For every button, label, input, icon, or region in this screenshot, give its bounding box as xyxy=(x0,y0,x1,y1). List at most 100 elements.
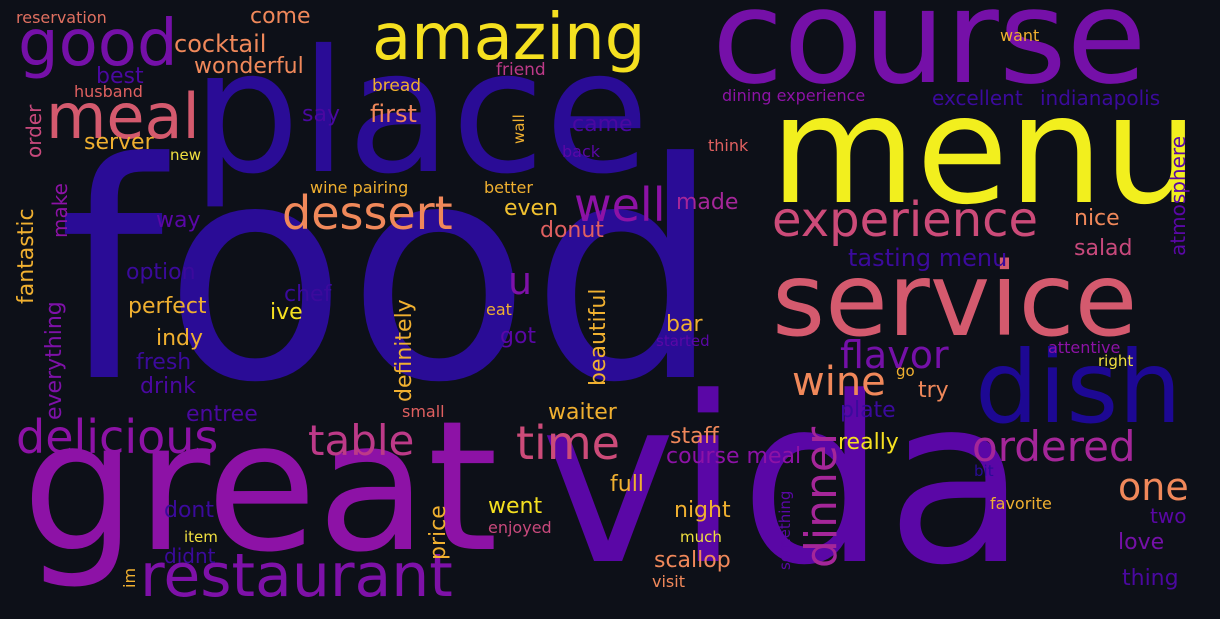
word-well: well xyxy=(574,178,666,232)
word-perfect: perfect xyxy=(128,294,207,319)
word-chef: chef xyxy=(284,282,332,307)
word-waiter: waiter xyxy=(548,400,617,425)
word-im: im xyxy=(120,567,139,588)
word-one: one xyxy=(1118,465,1189,509)
word-meal: meal xyxy=(46,80,200,153)
word-table: table xyxy=(308,416,415,465)
word-wall: wall xyxy=(510,114,528,144)
word-server: server xyxy=(84,130,154,155)
word-ordered: ordered xyxy=(972,422,1136,471)
word-make: make xyxy=(48,183,72,238)
word-salad: salad xyxy=(1074,236,1133,261)
word-nice: nice xyxy=(1074,206,1120,231)
word-better: better xyxy=(484,178,533,197)
word-entree: entree xyxy=(186,402,258,427)
word-come: come xyxy=(250,4,311,29)
word-night: night xyxy=(674,498,731,523)
word-way: way xyxy=(156,208,201,233)
word-two: two xyxy=(1150,504,1187,528)
word-definitely: definitely xyxy=(392,299,417,402)
word-best: best xyxy=(96,64,144,89)
word-food: food xyxy=(58,99,722,448)
word-item: item xyxy=(184,528,218,546)
word-something: something xyxy=(776,490,794,570)
word-want: want xyxy=(1000,26,1040,45)
word-great: great xyxy=(22,383,498,592)
word-order: order xyxy=(22,104,46,158)
word-went: went xyxy=(488,494,543,519)
word-wonderful: wonderful xyxy=(194,54,304,79)
word-bread: bread xyxy=(372,76,422,96)
word-ive: ive xyxy=(270,300,303,325)
word-option: option xyxy=(126,260,196,285)
word-say: say xyxy=(302,102,340,127)
word-back: back xyxy=(562,142,601,161)
word-u: u xyxy=(508,259,533,303)
word-scallop: scallop xyxy=(654,548,731,573)
word-even: even xyxy=(504,196,559,221)
word-dont: dont xyxy=(164,498,214,523)
word-small: small xyxy=(402,402,445,421)
word-beautiful: beautiful xyxy=(586,288,611,386)
word-indianapolis: indianapolis xyxy=(1040,86,1161,110)
word-amazing: amazing xyxy=(372,1,646,75)
word-attentive: attentive xyxy=(1048,338,1121,357)
word-delicious: delicious xyxy=(16,410,219,464)
word-right: right xyxy=(1098,352,1134,370)
word-fantastic: fantastic xyxy=(14,208,39,304)
word-visit: visit xyxy=(652,572,685,591)
word-menu: menu xyxy=(770,64,1199,238)
word-friend: friend xyxy=(496,60,546,80)
word-donut: donut xyxy=(540,218,604,243)
word-go: go xyxy=(896,362,915,380)
word-favorite: favorite xyxy=(990,494,1052,513)
word-full: full xyxy=(610,472,644,497)
word-service: service xyxy=(772,241,1138,360)
word-came: came xyxy=(572,112,633,137)
word-first: first xyxy=(370,100,417,128)
word-didnt: didnt xyxy=(164,544,216,568)
word-much: much xyxy=(680,528,722,546)
word-everything: everything xyxy=(42,301,67,420)
word-eat: eat xyxy=(486,300,512,319)
word-reservation: reservation xyxy=(16,8,107,27)
word-tasting-menu: tasting menu xyxy=(848,244,1008,272)
word-experience: experience xyxy=(772,192,1039,248)
word-atmosphere: atmosphere xyxy=(1166,136,1190,256)
word-thing: thing xyxy=(1122,566,1179,591)
word-drink: drink xyxy=(140,374,196,399)
word-bit: bit xyxy=(974,462,994,480)
word-started: started xyxy=(656,332,710,350)
word-indy: indy xyxy=(156,326,204,351)
word-got: got xyxy=(500,324,537,349)
word-try: try xyxy=(918,378,949,403)
word-flavor: flavor xyxy=(840,333,949,377)
word-price: price xyxy=(426,505,451,560)
word-love: love xyxy=(1118,530,1165,555)
word-made: made xyxy=(676,190,739,215)
word-good: good xyxy=(18,7,178,81)
word-bar: bar xyxy=(666,312,703,337)
word-enjoyed: enjoyed xyxy=(488,518,552,537)
word-fresh: fresh xyxy=(136,350,192,375)
word-dish: dish xyxy=(975,329,1182,446)
word-wine-pairing: wine pairing xyxy=(310,178,409,197)
word-dessert: dessert xyxy=(282,186,453,240)
word-plate: plate xyxy=(840,398,896,423)
word-restaurant: restaurant xyxy=(140,541,453,611)
word-vida: vida xyxy=(540,349,1027,616)
word-think: think xyxy=(708,136,749,155)
word-time: time xyxy=(516,416,620,470)
word-husband: husband xyxy=(74,82,143,101)
word-course-meal: course meal xyxy=(666,444,802,469)
word-really: really xyxy=(838,430,899,455)
word-dining-experience: dining experience xyxy=(722,86,866,105)
word-excellent: excellent xyxy=(932,86,1023,110)
word-place: place xyxy=(192,14,650,212)
word-wine: wine xyxy=(792,359,886,405)
word-new: new xyxy=(170,146,202,164)
word-staff: staff xyxy=(670,424,719,449)
word-course: course xyxy=(712,0,1147,113)
word-cocktail: cocktail xyxy=(174,30,267,58)
